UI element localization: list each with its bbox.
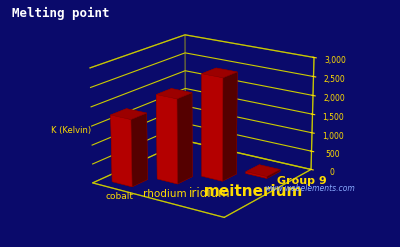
Text: Melting point: Melting point — [12, 7, 110, 21]
